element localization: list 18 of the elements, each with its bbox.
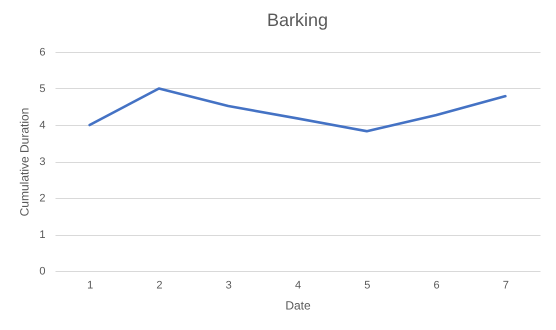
x-tick-label: 6 xyxy=(434,280,440,292)
line-series xyxy=(88,87,507,133)
x-tick-label: 1 xyxy=(87,280,94,292)
x-tick-label: 4 xyxy=(294,280,302,292)
y-tick-label: 4 xyxy=(39,120,46,132)
y-tick-label: 3 xyxy=(39,156,46,168)
y-tick-label: 2 xyxy=(39,192,46,204)
y-tick-label: 5 xyxy=(39,83,46,95)
x-tick-label: 2 xyxy=(156,280,162,292)
y-tick-label: 1 xyxy=(39,229,46,241)
y-axis-title: Cumulative Duration xyxy=(17,108,32,216)
x-axis-title: Date xyxy=(285,298,311,312)
chart-title: Barking xyxy=(266,10,328,30)
y-tick-label: 6 xyxy=(39,46,46,58)
x-tick-label: 7 xyxy=(502,280,509,292)
x-tick-label: 5 xyxy=(364,280,370,292)
x-tick-label: 3 xyxy=(226,280,232,292)
y-tick-label: 0 xyxy=(39,266,46,278)
